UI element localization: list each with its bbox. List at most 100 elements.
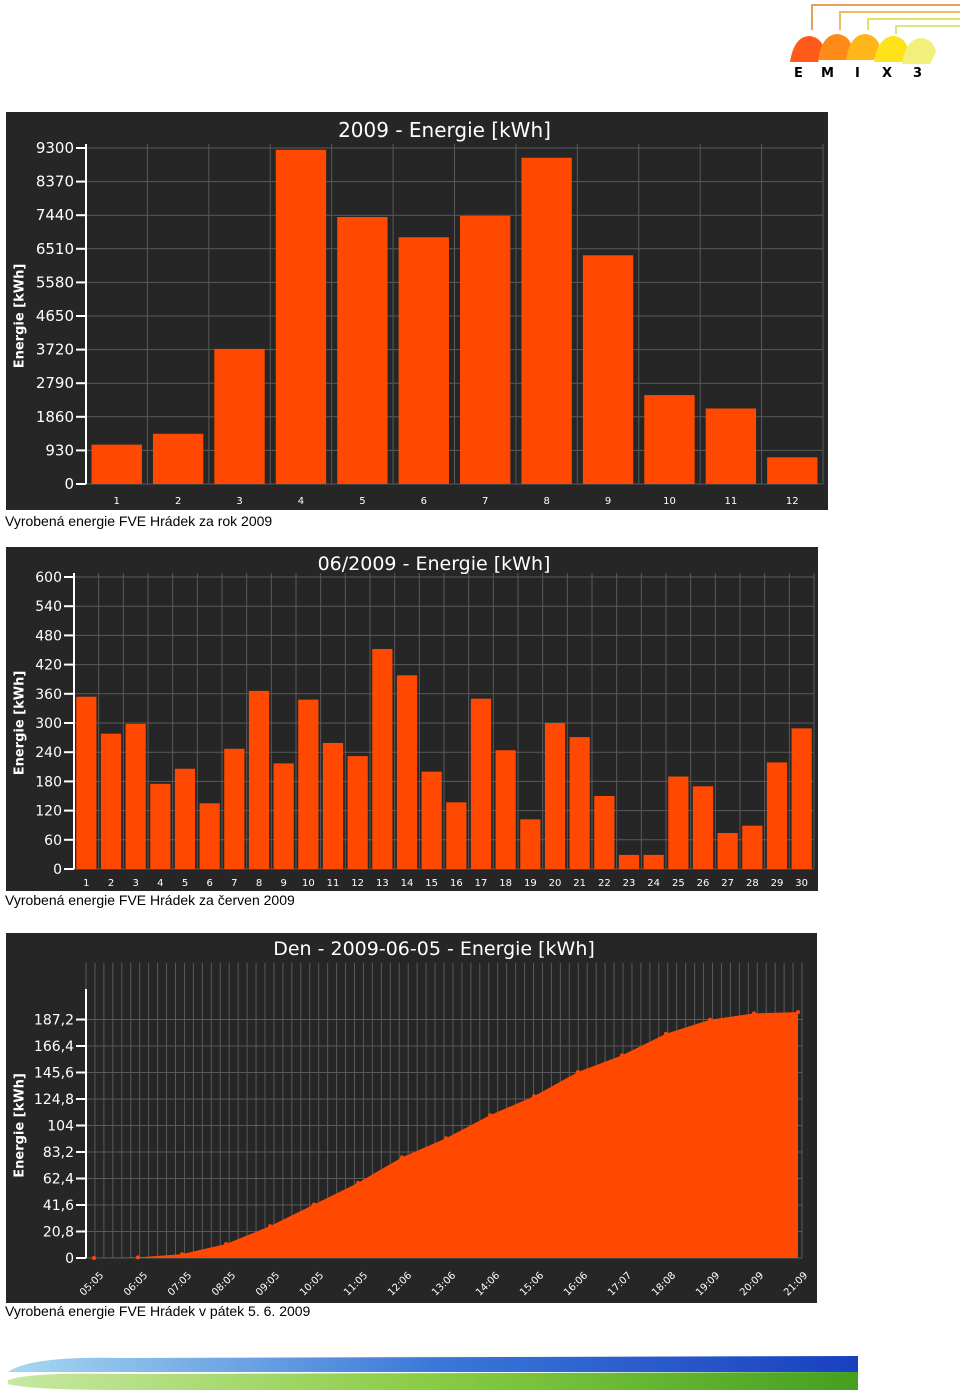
x-tick-label: 18:08 bbox=[650, 1270, 678, 1298]
x-tick-label: 21:09 bbox=[782, 1270, 810, 1298]
x-tick-label: 12:06 bbox=[386, 1270, 414, 1298]
x-tick-label: 7 bbox=[482, 496, 488, 507]
x-tick-label: 09:05 bbox=[254, 1270, 282, 1298]
data-point bbox=[532, 1094, 536, 1099]
y-tick-label: 2790 bbox=[36, 374, 74, 392]
chart-title: Den - 2009-06-05 - Energie [kWh] bbox=[273, 938, 595, 960]
x-tick-label: 16 bbox=[450, 878, 463, 889]
x-tick-label: 17 bbox=[475, 878, 488, 889]
y-tick-label: 4650 bbox=[36, 307, 74, 325]
x-tick-label: 1 bbox=[83, 878, 89, 889]
data-point bbox=[400, 1155, 404, 1160]
x-tick-label: 6 bbox=[421, 496, 427, 507]
data-point bbox=[356, 1180, 360, 1185]
y-tick-label: 240 bbox=[35, 745, 62, 761]
y-tick-label: 5580 bbox=[36, 273, 74, 291]
bar bbox=[717, 832, 738, 869]
y-tick-label: 0 bbox=[53, 862, 62, 878]
caption-monthly: Vyrobená energie FVE Hrádek za červen 20… bbox=[5, 892, 295, 908]
y-tick-label: 180 bbox=[35, 774, 62, 790]
x-tick-label: 24 bbox=[647, 878, 660, 889]
x-tick-label: 8 bbox=[543, 496, 549, 507]
data-point bbox=[796, 1010, 800, 1015]
x-tick-label: 15:06 bbox=[518, 1270, 546, 1298]
y-tick-label: 300 bbox=[35, 716, 62, 732]
bar bbox=[705, 408, 757, 484]
x-tick-label: 12 bbox=[351, 878, 364, 889]
x-tick-label: 14:06 bbox=[474, 1270, 502, 1298]
chart-daily: Den - 2009-06-05 - Energie [kWh] Energie … bbox=[13, 938, 811, 1298]
bar bbox=[618, 854, 640, 869]
logo-letter-i: I bbox=[855, 66, 860, 81]
data-point bbox=[312, 1202, 316, 1207]
bar bbox=[594, 796, 615, 869]
x-tick-label: 28 bbox=[746, 878, 759, 889]
bar bbox=[470, 698, 492, 869]
x-tick-label: 17:07 bbox=[606, 1270, 634, 1298]
x-tick-label: 13 bbox=[376, 878, 389, 889]
y-tick-label: 3720 bbox=[36, 341, 74, 359]
y-axis-label: Energie [kWh] bbox=[13, 264, 28, 369]
y-tick-label: 166,4 bbox=[34, 1039, 74, 1055]
x-tick-label: 16:06 bbox=[562, 1270, 590, 1298]
bar bbox=[91, 444, 142, 484]
bar bbox=[742, 825, 763, 869]
bar bbox=[224, 748, 245, 869]
bar bbox=[273, 763, 294, 869]
y-tick-label: 1860 bbox=[36, 408, 74, 426]
bar bbox=[174, 768, 196, 869]
x-tick-label: 14 bbox=[401, 878, 414, 889]
x-tick-label: 4 bbox=[298, 496, 304, 507]
y-axis-label: Energie [kWh] bbox=[13, 671, 28, 776]
y-tick-label: 187,2 bbox=[34, 1013, 74, 1029]
x-tick-label: 07:05 bbox=[166, 1270, 194, 1298]
data-point bbox=[664, 1031, 668, 1036]
y-tick-label: 120 bbox=[35, 804, 62, 820]
y-tick-label: 145,6 bbox=[34, 1066, 74, 1082]
bar bbox=[298, 699, 319, 869]
bar bbox=[643, 854, 664, 869]
bar bbox=[372, 649, 393, 869]
bar bbox=[446, 802, 467, 869]
chart-monthly: 06/2009 - Energie [kWh] Energie [kWh] 0 60 1… bbox=[13, 553, 815, 889]
y-tick-label: 62,4 bbox=[43, 1172, 74, 1188]
bar bbox=[322, 742, 344, 869]
chart-daily-panel: Den - 2009-06-05 - Energie [kWh] Energie … bbox=[6, 933, 817, 1303]
y-tick-label: 480 bbox=[35, 628, 62, 644]
x-tick-label: 8 bbox=[256, 878, 262, 889]
bar bbox=[495, 750, 516, 869]
x-tick-label: 2 bbox=[175, 496, 181, 507]
bar bbox=[692, 786, 714, 869]
data-point bbox=[488, 1113, 492, 1118]
chart-title: 06/2009 - Energie [kWh] bbox=[318, 553, 551, 575]
data-point bbox=[752, 1011, 756, 1016]
y-tick-label: 0 bbox=[64, 475, 74, 493]
x-tick-label: 3 bbox=[132, 878, 138, 889]
caption-yearly: Vyrobená energie FVE Hrádek za rok 2009 bbox=[5, 513, 273, 529]
x-tick-label: 11 bbox=[327, 878, 340, 889]
x-tick-label: 7 bbox=[231, 878, 237, 889]
x-tick-label: 2 bbox=[108, 878, 114, 889]
x-tick-label: 11:05 bbox=[342, 1270, 370, 1298]
data-point bbox=[708, 1017, 712, 1022]
bar bbox=[248, 690, 270, 869]
y-axis-label: Energie [kWh] bbox=[13, 1073, 28, 1178]
y-tick-label: 0 bbox=[65, 1251, 74, 1267]
x-tick-label: 05:05 bbox=[78, 1270, 106, 1298]
logo-letter-x: X bbox=[882, 66, 892, 81]
bar bbox=[460, 215, 511, 484]
data-point bbox=[268, 1224, 272, 1229]
x-tick-label: 9 bbox=[280, 878, 286, 889]
x-tick-label: 19:09 bbox=[694, 1270, 722, 1298]
x-tick-label: 26 bbox=[697, 878, 710, 889]
x-tick-label: 6 bbox=[206, 878, 212, 889]
bar bbox=[152, 433, 204, 484]
x-tick-label: 27 bbox=[721, 878, 734, 889]
bar bbox=[421, 771, 442, 869]
x-tick-label: 20:09 bbox=[738, 1270, 766, 1298]
logo-letter-m: M bbox=[821, 66, 834, 81]
x-tick-label: 20 bbox=[549, 878, 562, 889]
caption-daily: Vyrobená energie FVE Hrádek v pátek 5. 6… bbox=[5, 1303, 311, 1319]
x-tick-label: 15 bbox=[425, 878, 438, 889]
y-tick-label: 540 bbox=[35, 599, 62, 615]
